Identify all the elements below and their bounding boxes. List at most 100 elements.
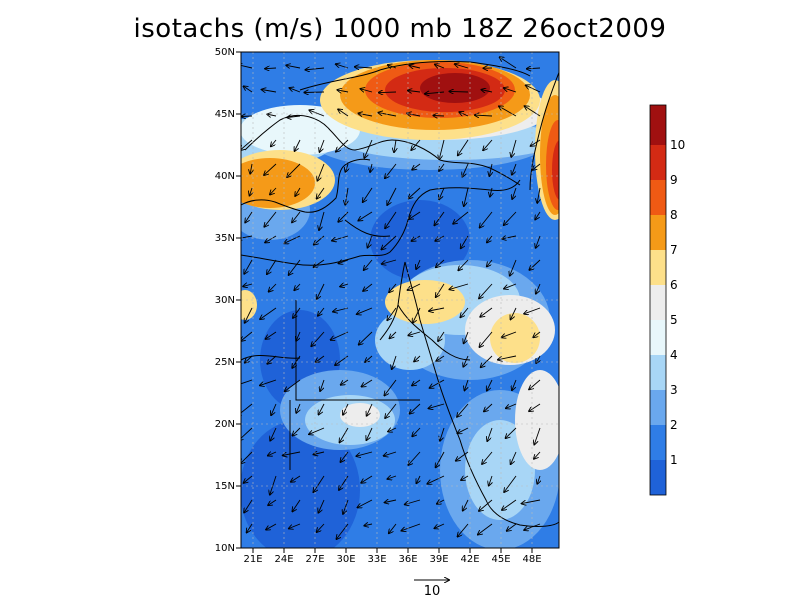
wind-vector bbox=[244, 86, 253, 93]
wind-vector bbox=[340, 284, 349, 287]
wind-vector bbox=[339, 260, 349, 263]
wind-vector bbox=[244, 499, 253, 513]
wind-vector bbox=[362, 379, 373, 387]
wind-vector bbox=[479, 283, 493, 298]
wind-vector bbox=[267, 259, 277, 274]
lon-tick-label: 42E bbox=[460, 554, 479, 565]
wind-vector bbox=[511, 451, 517, 464]
wind-vector bbox=[478, 523, 493, 535]
wind-vector bbox=[264, 211, 277, 227]
wind-vector bbox=[460, 307, 469, 317]
wind-vector bbox=[500, 57, 517, 69]
wind-vector bbox=[379, 92, 397, 93]
wind-vector bbox=[314, 235, 325, 245]
wind-vector bbox=[333, 307, 349, 312]
wind-vector bbox=[465, 379, 469, 390]
colorbar-label: 3 bbox=[670, 383, 678, 397]
lon-axis bbox=[252, 548, 533, 553]
wind-vector bbox=[287, 116, 301, 118]
wind-vector bbox=[318, 499, 325, 513]
wind-vector bbox=[241, 236, 253, 239]
wind-vector bbox=[522, 499, 541, 504]
wind-vector bbox=[535, 211, 541, 220]
wind-vector bbox=[378, 113, 397, 117]
wind-vector bbox=[416, 475, 420, 483]
wind-vector bbox=[289, 259, 301, 275]
wind-vector bbox=[392, 355, 397, 369]
wind-vector bbox=[462, 163, 469, 177]
wind-vector bbox=[294, 283, 301, 290]
wind-vector bbox=[511, 307, 517, 319]
wind-vector bbox=[512, 187, 517, 199]
wind-vector bbox=[433, 116, 445, 117]
wind-vector bbox=[507, 523, 517, 531]
wind-vector bbox=[291, 475, 301, 482]
wind-vector bbox=[338, 211, 349, 222]
wind-vector bbox=[388, 65, 397, 68]
wind-vector bbox=[506, 427, 517, 438]
wind-vector bbox=[311, 331, 325, 346]
wind-vector bbox=[453, 211, 469, 224]
wind-vector bbox=[317, 283, 325, 299]
wind-vector bbox=[289, 88, 301, 93]
wind-vector bbox=[309, 110, 325, 117]
wind-vector bbox=[267, 114, 277, 116]
wind-vector bbox=[504, 211, 517, 225]
wind-vector bbox=[388, 428, 397, 432]
wind-vector bbox=[284, 235, 301, 243]
wind-vector bbox=[510, 259, 517, 276]
wind-vector bbox=[241, 331, 253, 341]
wind-vector bbox=[293, 427, 301, 436]
wind-vector bbox=[427, 475, 445, 484]
wind-vector bbox=[390, 331, 397, 338]
lat-tick-label: 35N bbox=[215, 233, 235, 244]
wind-vector bbox=[269, 283, 277, 292]
wind-vector bbox=[338, 109, 349, 117]
wind-vector bbox=[435, 64, 445, 68]
wind-vector bbox=[296, 403, 300, 413]
wind-vector bbox=[487, 235, 493, 243]
wind-vector bbox=[389, 523, 397, 533]
colorbar-segment bbox=[650, 145, 666, 180]
wind-vector bbox=[370, 163, 372, 172]
colorbar: 1 2 3 4 5 6 7 8 9 10 bbox=[649, 104, 685, 496]
wind-vector bbox=[529, 403, 541, 411]
wind-vector bbox=[385, 211, 397, 228]
wind-vector bbox=[455, 64, 469, 69]
wind-vector bbox=[245, 355, 253, 363]
lon-tick-label: 27E bbox=[305, 554, 324, 565]
wind-vector bbox=[387, 187, 397, 205]
wind-vector bbox=[268, 499, 277, 505]
wind-vector bbox=[534, 427, 541, 445]
lon-tick-label: 33E bbox=[367, 554, 386, 565]
wind-vector bbox=[412, 427, 421, 436]
wind-vector bbox=[439, 139, 445, 159]
colorbar-label: 4 bbox=[670, 348, 678, 362]
gridlines bbox=[241, 52, 559, 548]
wind-vector bbox=[287, 163, 301, 177]
wind-vector bbox=[537, 475, 540, 484]
wind-vector bbox=[534, 451, 541, 459]
wind-vector bbox=[319, 403, 325, 415]
lat-tick-label: 40N bbox=[215, 171, 235, 182]
colorbar-segment bbox=[650, 285, 666, 320]
wind-vector bbox=[502, 499, 517, 510]
colorbar-label: 1 bbox=[670, 453, 678, 467]
wind-vector bbox=[355, 67, 373, 68]
wind-vector bbox=[357, 307, 373, 314]
wind-vector bbox=[387, 307, 397, 320]
wind-vector bbox=[385, 403, 397, 418]
wind-vector bbox=[434, 523, 445, 528]
wind-vector bbox=[504, 475, 517, 492]
wind-vector bbox=[457, 403, 469, 417]
wind-vector bbox=[316, 355, 325, 362]
wind-vector bbox=[343, 499, 349, 514]
wind-vector bbox=[413, 307, 421, 323]
wind-vector bbox=[410, 403, 421, 414]
wind-vector bbox=[458, 139, 469, 155]
wind-vector bbox=[345, 187, 348, 205]
wind-vector bbox=[340, 427, 349, 442]
wind-vector bbox=[408, 451, 421, 465]
colorbar-label: 2 bbox=[670, 418, 678, 432]
wind-vector bbox=[458, 259, 469, 270]
